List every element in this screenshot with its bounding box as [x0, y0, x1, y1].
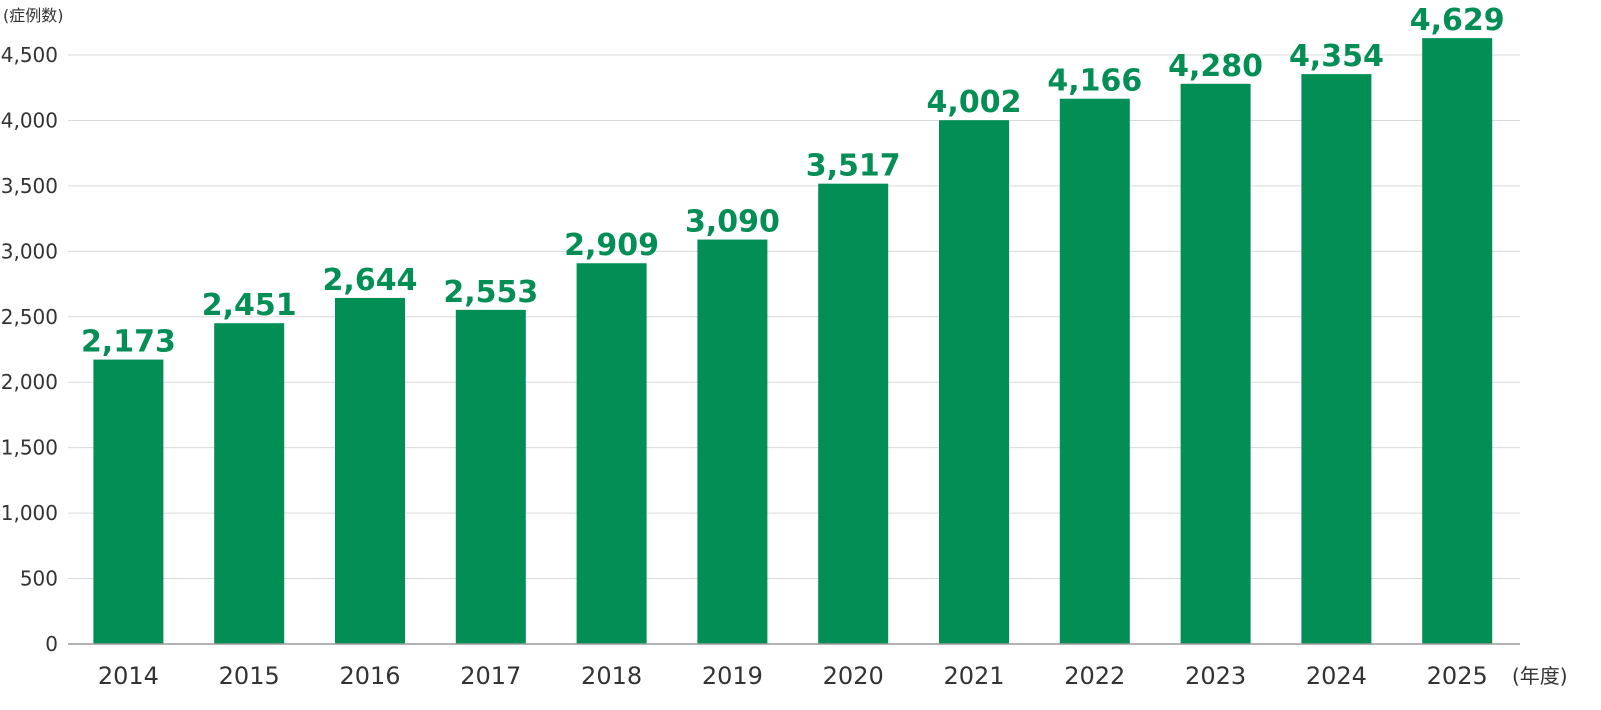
- x-tick-label: 2021: [943, 662, 1004, 690]
- bar-value-label: 4,002: [927, 85, 1022, 120]
- bar: [335, 297, 405, 644]
- bar: [939, 120, 1009, 644]
- x-tick-label: 2022: [1064, 662, 1125, 690]
- y-tick-label: 0: [45, 632, 58, 656]
- bar-value-label: 2,451: [202, 288, 297, 323]
- bar: [576, 263, 647, 644]
- x-tick-label: 2023: [1185, 662, 1246, 690]
- bar-value-label: 3,517: [806, 149, 901, 184]
- bar-value-label: 4,629: [1410, 3, 1505, 38]
- bar: [1059, 98, 1130, 644]
- y-axis-unit-label: (症例数): [3, 6, 64, 25]
- bar-value-label: 2,909: [564, 228, 659, 263]
- x-tick-label: 2016: [339, 662, 400, 690]
- axes: 0 500 1,000 1,500 2,000 2,500 3,000 3,500 4,000 4…: [1, 43, 1520, 690]
- x-tick-label: 2019: [702, 662, 763, 690]
- grid-lines: [68, 54, 1520, 580]
- bar: [93, 359, 164, 644]
- bars: [93, 38, 1493, 645]
- y-tick-label: 2,000: [1, 370, 58, 394]
- bar: [697, 239, 768, 644]
- bar: [1180, 83, 1251, 645]
- bar: [214, 323, 285, 644]
- bar: [818, 183, 889, 645]
- bar-value-label: 3,090: [685, 205, 780, 240]
- x-tick-label: 2017: [460, 662, 521, 690]
- x-axis-unit-label: (年度): [1512, 664, 1568, 688]
- bar-value-label: 2,644: [323, 263, 418, 298]
- y-tick-label: 4,000: [1, 108, 58, 132]
- bar-value-label: 2,173: [81, 325, 176, 360]
- bar-value-label: 4,280: [1168, 49, 1263, 84]
- y-tick-label: 4,500: [1, 43, 58, 67]
- bar-value-label: 4,166: [1047, 64, 1142, 99]
- value-labels: 2,173 2,451 2,644 2,553 2,909 3,090 3,517 4,002…: [81, 3, 1505, 359]
- bar: [1301, 74, 1372, 644]
- bar-value-label: 2,553: [443, 275, 538, 310]
- x-tick-label: 2020: [823, 662, 884, 690]
- y-tick-label: 2,500: [1, 305, 58, 329]
- x-tick-label: 2018: [581, 662, 642, 690]
- x-tick-label: 2015: [219, 662, 280, 690]
- bar: [455, 309, 526, 644]
- x-tick-label: 2014: [98, 662, 159, 690]
- bar-value-label: 4,354: [1289, 39, 1384, 74]
- x-tick-label: 2025: [1427, 662, 1488, 690]
- y-tick-label: 3,500: [1, 174, 58, 198]
- y-tick-label: 500: [20, 567, 58, 591]
- y-tick-label: 3,000: [1, 239, 58, 263]
- x-tick-label: 2024: [1306, 662, 1367, 690]
- y-tick-label: 1,000: [1, 501, 58, 525]
- y-tick-label: 1,500: [1, 436, 58, 460]
- bar: [1422, 38, 1493, 644]
